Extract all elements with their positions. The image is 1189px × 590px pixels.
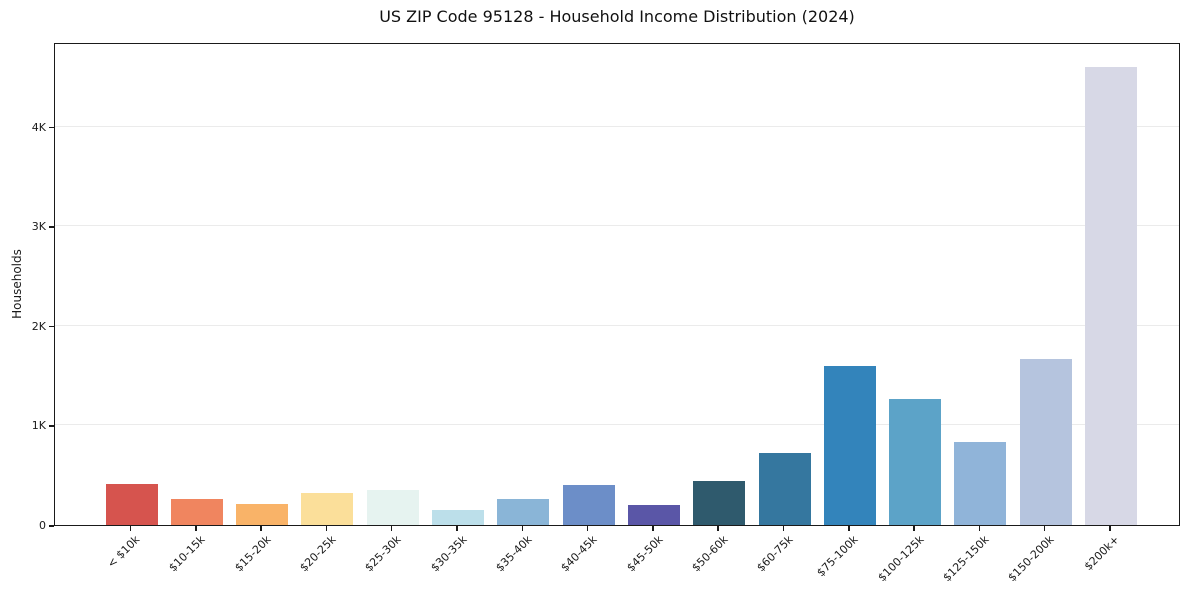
bar-$50-60k: [693, 481, 746, 525]
y-axis-label: Households: [10, 249, 24, 319]
x-tick-mark: [717, 526, 719, 531]
bar-< $10k: [105, 484, 158, 525]
y-tick-mark: [49, 325, 54, 328]
x-tick-mark: [913, 526, 915, 531]
y-tick-label: 3K: [31, 220, 46, 234]
x-tick-mark: [978, 526, 981, 531]
x-tick-label: $30-35k: [427, 533, 470, 575]
y-tick-mark: [49, 425, 54, 427]
x-tick-mark: [586, 526, 589, 531]
x-tick-label: < $10k: [105, 533, 143, 571]
bar-$60-75k: [758, 453, 811, 525]
x-tick-mark: [652, 526, 654, 531]
x-tick-label: $100-125k: [875, 533, 927, 585]
x-tick-label: $125-150k: [940, 533, 992, 585]
y-tick-label: 4K: [31, 120, 46, 134]
y-tick-mark: [49, 525, 54, 527]
bar-$20-25k: [301, 492, 354, 525]
bar-$150-200k: [1019, 358, 1072, 525]
bar-$200k+: [1085, 66, 1137, 525]
bar-$25-30k: [366, 490, 419, 525]
x-tick-label: $40-45k: [558, 533, 600, 575]
x-tick-label: $10-15k: [166, 533, 209, 575]
bar-$35-40k: [497, 498, 550, 525]
y-tick-mark: [49, 226, 54, 228]
x-tick-mark: [390, 526, 393, 531]
chart-title: US ZIP Code 95128 - Household Income Dis…: [379, 7, 855, 26]
gridline: [55, 324, 1179, 326]
x-tick-label: $200k+: [1082, 533, 1123, 574]
x-tick-label: $75-100k: [814, 533, 862, 580]
x-tick-label: $150-200k: [1005, 533, 1057, 585]
bar-$30-35k: [432, 509, 484, 525]
x-tick-label: $50-60k: [689, 533, 731, 575]
x-tick-label: $45-50k: [623, 533, 666, 575]
bar-$45-50k: [627, 505, 680, 525]
x-tick-label: $25-30k: [362, 533, 404, 575]
x-tick-mark: [848, 526, 850, 531]
x-tick-mark: [1109, 526, 1111, 531]
x-tick-mark: [260, 526, 262, 531]
x-tick-mark: [1043, 526, 1046, 531]
x-tick-mark: [782, 526, 785, 531]
x-tick-mark: [129, 526, 132, 531]
bar-$15-20k: [236, 504, 289, 525]
gridline: [55, 424, 1179, 426]
y-tick-label: 1K: [31, 419, 46, 433]
plot-area: [54, 43, 1180, 526]
x-tick-label: $20-25k: [297, 533, 339, 575]
x-tick-label: $15-20k: [232, 533, 274, 575]
bar-$40-45k: [562, 485, 615, 525]
x-tick-mark: [456, 526, 458, 531]
gridline: [55, 225, 1179, 227]
bar-$100-125k: [889, 398, 942, 525]
y-tick-label: 0: [39, 519, 46, 532]
bar-$125-150k: [954, 442, 1007, 525]
x-tick-mark: [521, 526, 524, 531]
bar-$75-100k: [823, 365, 876, 525]
bar-$10-15k: [170, 499, 223, 525]
x-tick-label: $60-75k: [754, 533, 796, 575]
y-tick-label: 2K: [31, 319, 46, 333]
y-tick-mark: [49, 126, 54, 129]
x-tick-label: $35-40k: [493, 533, 535, 575]
x-tick-mark: [325, 526, 328, 531]
x-tick-mark: [195, 526, 197, 531]
gridline: [55, 125, 1179, 127]
